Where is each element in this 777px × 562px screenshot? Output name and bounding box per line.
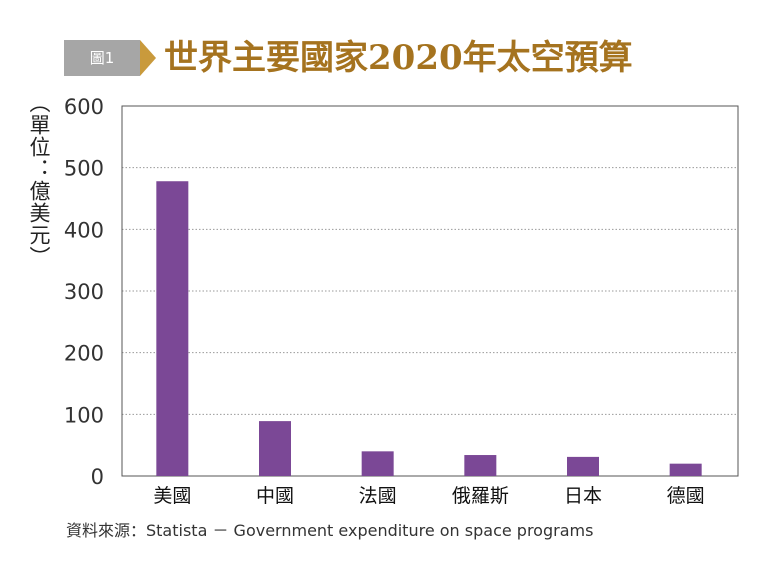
bar [156, 181, 189, 476]
figure-label: 圖1 [89, 49, 115, 67]
bar [259, 421, 291, 476]
y-tick-label: 0 [91, 465, 104, 489]
figure-badge-arrow [140, 40, 156, 76]
bar-chart: 0 100 200 300 400 500 600 美國 中國 法國 俄羅斯 日本 德國 [64, 95, 739, 507]
y-tick-label: 500 [64, 157, 104, 181]
y-tick-label: 600 [64, 95, 104, 119]
y-tick-label: 300 [64, 280, 104, 304]
x-tick-label: 法國 [359, 485, 397, 507]
x-tick-label: 德國 [667, 485, 705, 507]
bar [361, 451, 394, 476]
y-axis-label: （單位：億美元） [27, 92, 51, 268]
label-layer: 0 100 200 300 400 500 600 美國 中國 法國 俄羅斯 日本 德國 [64, 95, 705, 507]
figure-badge-box [64, 40, 140, 76]
bar [669, 463, 702, 476]
chart-title: 世界主要國家2020年太空預算 [164, 38, 633, 78]
source-note: 資料來源：Statista － Government expenditure o… [66, 521, 594, 540]
bar-layer [156, 181, 702, 476]
x-tick-label: 俄羅斯 [452, 485, 509, 507]
bar [567, 456, 599, 476]
y-tick-label: 100 [64, 403, 104, 427]
x-tick-label: 中國 [256, 485, 294, 507]
axis-layer [121, 105, 739, 477]
x-tick-label: 美國 [153, 485, 191, 507]
y-tick-label: 400 [64, 218, 104, 242]
y-tick-label: 200 [64, 342, 104, 366]
bar [464, 455, 497, 476]
figure-badge: 圖1 [64, 40, 156, 76]
x-tick-label: 日本 [564, 485, 602, 507]
plot-frame [121, 105, 739, 477]
grid-layer [122, 167, 738, 415]
